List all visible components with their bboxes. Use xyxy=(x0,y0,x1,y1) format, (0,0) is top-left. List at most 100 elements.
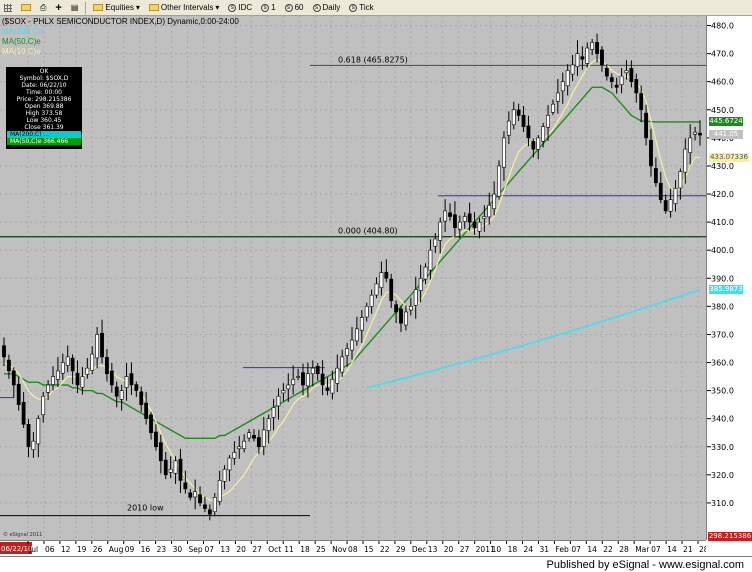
folder-icon[interactable] xyxy=(19,1,33,14)
candle-body[interactable] xyxy=(119,390,124,400)
candle-body[interactable] xyxy=(129,373,134,386)
candle-body[interactable] xyxy=(345,348,349,356)
candle-body[interactable] xyxy=(85,367,90,375)
candle-body[interactable] xyxy=(90,353,95,371)
candle-body[interactable] xyxy=(232,452,237,459)
candle-body[interactable] xyxy=(688,137,693,153)
candle-body[interactable] xyxy=(506,120,511,136)
candle-body[interactable] xyxy=(256,437,261,448)
candle-body[interactable] xyxy=(614,84,619,88)
candle-body[interactable] xyxy=(649,139,653,167)
candle-body[interactable] xyxy=(604,68,609,77)
candle-body[interactable] xyxy=(565,70,570,87)
candle-body[interactable] xyxy=(168,468,173,473)
candle-body[interactable] xyxy=(227,457,232,471)
candle-body[interactable] xyxy=(678,171,683,189)
date-axis[interactable]: 06/22/10 Jul 06 12 19 26 Aug 09 16 23 30 Sep 07 13 20 2… xyxy=(0,540,706,556)
candle-body[interactable] xyxy=(653,168,658,184)
candle-body[interactable] xyxy=(31,440,36,450)
ma50-line[interactable] xyxy=(4,86,701,439)
candle-body[interactable] xyxy=(237,446,242,450)
candle-body[interactable] xyxy=(482,216,487,219)
candle-body[interactable] xyxy=(109,370,114,386)
candle-body[interactable] xyxy=(320,373,325,386)
interval-60-button[interactable]: s 60 xyxy=(283,1,306,14)
candle-body[interactable] xyxy=(369,294,374,307)
candle-body[interactable] xyxy=(379,272,384,288)
ma200-line[interactable] xyxy=(366,288,701,389)
candle-body[interactable] xyxy=(683,148,688,173)
candle-body[interactable] xyxy=(472,221,477,229)
candle-body[interactable] xyxy=(585,47,590,64)
candle-body[interactable] xyxy=(492,193,497,210)
candle-body[interactable] xyxy=(286,384,291,390)
candle-body[interactable] xyxy=(271,407,276,418)
candle-body[interactable] xyxy=(173,460,178,474)
candle-body[interactable] xyxy=(139,391,144,405)
chart-window[interactable]: 0.618 (465.8275) 0.000 (404.80) 2010 low… xyxy=(0,16,752,556)
candle-body[interactable] xyxy=(374,283,379,296)
candle-body[interactable] xyxy=(70,357,75,372)
candle-body[interactable] xyxy=(453,214,457,229)
candle-body[interactable] xyxy=(188,492,193,498)
candle-body[interactable] xyxy=(144,402,149,419)
equities-menu[interactable]: Equities ▾ xyxy=(91,1,141,14)
plus-icon[interactable]: + xyxy=(55,1,62,14)
ma50-path[interactable] xyxy=(4,86,701,439)
candle-body[interactable] xyxy=(26,424,31,448)
candle-body[interactable] xyxy=(56,370,60,380)
candle-body[interactable] xyxy=(609,77,614,83)
candle-body[interactable] xyxy=(511,109,516,126)
candle-body[interactable] xyxy=(644,112,648,139)
candle-body[interactable] xyxy=(457,221,462,230)
candle-body[interactable] xyxy=(7,359,11,372)
candle-body[interactable] xyxy=(560,81,565,92)
candle-body[interactable] xyxy=(65,356,70,366)
candle-body[interactable] xyxy=(16,383,21,405)
candle-body[interactable] xyxy=(359,317,364,331)
candle-body[interactable] xyxy=(247,432,251,439)
candle-body[interactable] xyxy=(301,372,305,386)
candle-body[interactable] xyxy=(183,482,188,490)
candle-body[interactable] xyxy=(75,372,80,386)
print-icon[interactable]: ⎙ xyxy=(40,2,47,12)
candle-body[interactable] xyxy=(531,141,536,150)
candle-body[interactable] xyxy=(41,395,46,416)
candle-body[interactable] xyxy=(624,70,629,74)
ma10-path[interactable] xyxy=(3,58,701,501)
candle-body[interactable] xyxy=(575,53,580,67)
candle-body[interactable] xyxy=(330,379,335,394)
candle-body[interactable] xyxy=(595,42,599,54)
candle-body[interactable] xyxy=(261,429,266,447)
candle-body[interactable] xyxy=(281,390,286,394)
candle-body[interactable] xyxy=(619,75,624,85)
candle-body[interactable] xyxy=(536,137,541,150)
candle-body[interactable] xyxy=(698,132,702,136)
candle-body[interactable] xyxy=(546,115,550,128)
candle-body[interactable] xyxy=(296,376,300,378)
other-intervals-menu[interactable]: Other Intervals ▾ xyxy=(147,1,221,14)
interval-tick-button[interactable]: s Tick xyxy=(347,1,375,14)
candle-body[interactable] xyxy=(124,376,129,388)
candle-body[interactable] xyxy=(555,92,560,102)
candle-body[interactable] xyxy=(580,56,585,60)
candle-body[interactable] xyxy=(423,266,428,280)
candle-body[interactable] xyxy=(526,125,531,139)
data-window[interactable]: OK Symbol: $SOX,D Date: 06/22/10 Time: 0… xyxy=(6,67,82,149)
candle-body[interactable] xyxy=(51,376,55,385)
candle-body[interactable] xyxy=(541,126,546,142)
candle-body[interactable] xyxy=(315,365,320,375)
candle-body[interactable] xyxy=(36,418,41,445)
candle-body[interactable] xyxy=(418,277,423,291)
candle-body[interactable] xyxy=(154,431,158,448)
candle-body[interactable] xyxy=(114,386,119,397)
candle-body[interactable] xyxy=(105,357,109,375)
candle-body[interactable] xyxy=(207,509,212,515)
grid-icon[interactable] xyxy=(2,1,14,14)
candle-body[interactable] xyxy=(193,491,198,498)
ma200-path[interactable] xyxy=(366,288,701,389)
candle-body[interactable] xyxy=(276,395,281,407)
candle-body[interactable] xyxy=(428,249,433,271)
candle-body[interactable] xyxy=(658,182,663,200)
